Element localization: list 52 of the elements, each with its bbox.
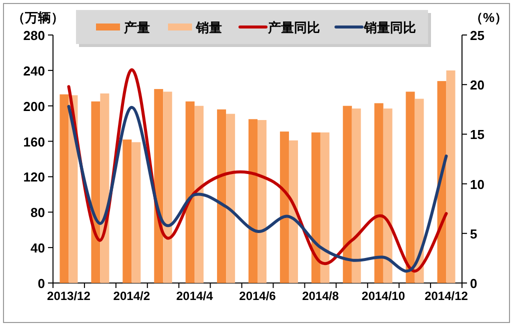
bar xyxy=(280,132,289,283)
bar xyxy=(226,114,236,283)
bar xyxy=(132,142,141,283)
y-tick-label: 80 xyxy=(30,205,45,220)
x-tick-label: 2013/12 xyxy=(47,289,91,303)
bar xyxy=(342,106,352,283)
y-tick-label: 160 xyxy=(23,134,45,150)
x-tick-label: 2014/2 xyxy=(113,289,150,303)
bar xyxy=(60,94,69,283)
y2-tick-label: 15 xyxy=(470,127,484,142)
x-tick-label: 2014/6 xyxy=(239,289,276,303)
bar xyxy=(122,140,132,283)
y2-tick-label: 0 xyxy=(470,276,478,291)
x-tick-label: 2014/10 xyxy=(362,289,406,303)
bar xyxy=(91,101,100,283)
y-axis-title: （万辆） xyxy=(12,10,64,25)
bar xyxy=(100,93,110,283)
y-tick-label: 0 xyxy=(38,276,45,291)
y2-tick-label: 25 xyxy=(470,28,484,43)
y2-axis-title: （%） xyxy=(470,10,508,25)
legend-label: 销量同比 xyxy=(363,20,416,35)
bar xyxy=(406,92,415,283)
x-tick-label: 2014/12 xyxy=(424,289,468,303)
bar xyxy=(186,101,195,283)
bar xyxy=(437,81,446,283)
bar xyxy=(288,140,298,283)
bar xyxy=(194,106,204,283)
y2-tick-label: 5 xyxy=(470,226,478,242)
legend-label: 产量同比 xyxy=(267,20,320,35)
bar xyxy=(414,98,424,283)
y-tick-label: 200 xyxy=(23,98,45,114)
bar xyxy=(446,70,456,283)
y-tick-label: 240 xyxy=(23,63,45,78)
bar xyxy=(258,120,266,283)
legend-label: 产量 xyxy=(123,20,150,35)
y-tick-label: 40 xyxy=(30,240,45,256)
bar xyxy=(248,119,258,283)
bar xyxy=(217,109,226,283)
x-tick-label: 2014/4 xyxy=(176,289,214,303)
bar xyxy=(374,103,384,283)
y-tick-label: 280 xyxy=(23,28,45,43)
bar xyxy=(383,108,392,283)
y-tick-label: 120 xyxy=(23,170,45,185)
x-tick-label: 2014/8 xyxy=(302,289,340,303)
bar xyxy=(320,132,330,283)
y2-tick-label: 20 xyxy=(470,78,484,93)
bar xyxy=(352,108,361,283)
y2-tick-label: 10 xyxy=(470,176,484,192)
legend-label: 销量 xyxy=(195,20,222,35)
bar xyxy=(163,92,172,283)
bar xyxy=(154,89,164,283)
bar xyxy=(311,132,320,283)
